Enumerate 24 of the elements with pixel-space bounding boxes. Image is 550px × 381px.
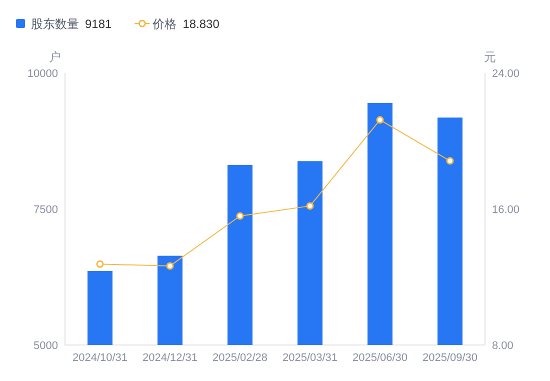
legend-label: 股东数量 (31, 17, 79, 31)
text: 18.830 (182, 17, 220, 31)
x-tick-label: 2025/03/31 (282, 352, 338, 364)
x-tick-label: 2025/09/30 (422, 352, 478, 364)
point (446, 157, 454, 165)
x-tick-label: 2025/02/28 (212, 352, 268, 364)
y2-tick-label: 24.00 (492, 68, 520, 80)
point (96, 260, 104, 268)
point (166, 262, 174, 270)
y2-axis-title: 元 (484, 50, 496, 64)
x-tick-label: 2025/06/30 (352, 352, 408, 364)
text: 9181 (85, 17, 112, 31)
y2-tick-label: 8.00 (492, 340, 514, 352)
x-tick-label: 2024/12/31 (142, 352, 198, 364)
y-tick-label: 5000 (34, 340, 58, 352)
point (236, 212, 244, 220)
point (306, 202, 314, 210)
y-tick-label: 7500 (34, 204, 58, 216)
legend-label: 价格 (152, 17, 177, 31)
x-tick-label: 2024/10/31 (72, 352, 128, 364)
y-axis-title: 户 (49, 50, 61, 64)
point (376, 116, 384, 124)
y-tick-label: 10000 (27, 68, 58, 80)
y2-tick-label: 16.00 (492, 204, 520, 216)
